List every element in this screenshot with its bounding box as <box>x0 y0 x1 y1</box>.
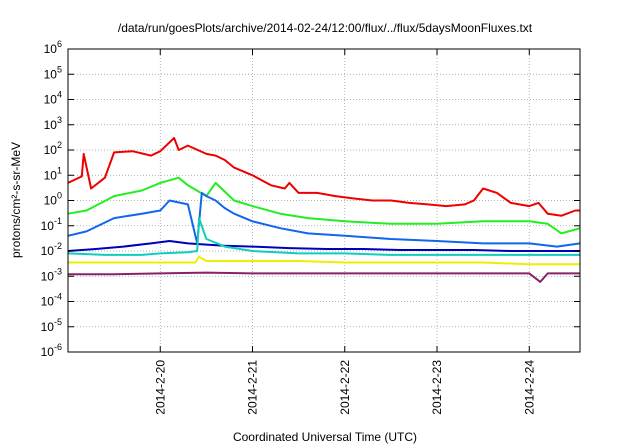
chart-title: /data/run/goesPlots/archive/2014-02-24/1… <box>118 21 533 35</box>
series-line-3 <box>67 191 581 248</box>
x-tick-label: 2014-2-20 <box>153 360 167 415</box>
grid-lines <box>68 49 580 352</box>
y-tick-label: 105 <box>44 64 62 81</box>
y-tick-label: 10-5 <box>41 317 62 334</box>
y-ticks: 10-6 10-5 10-4 10-3 10-2 10-1 100 101 102 103 104 1… <box>41 39 580 359</box>
y-tick-label: 10-1 <box>41 216 62 233</box>
x-tick-label: 2014-2-24 <box>522 360 536 415</box>
series-line-5 <box>67 217 580 256</box>
y-tick-label: 101 <box>44 165 62 182</box>
y-tick-label: 106 <box>44 39 62 56</box>
series-line-1 <box>67 137 580 217</box>
y-tick-label: 102 <box>44 140 62 157</box>
y-tick-label: 10-2 <box>41 241 62 258</box>
y-tick-label: 104 <box>44 90 62 107</box>
series-line-4 <box>67 240 580 252</box>
x-tick-label: 2014-2-23 <box>430 360 444 415</box>
x-ticks: 2014-2-20 2014-2-21 2014-2-22 2014-2-23 2014… <box>153 49 536 415</box>
series-line-7 <box>68 271 580 283</box>
x-tick-label: 2014-2-22 <box>338 360 352 415</box>
y-axis-label: protons/cm²-s-sr-MeV <box>9 142 23 258</box>
y-tick-label: 103 <box>44 115 62 132</box>
y-tick-label: 10-6 <box>41 342 62 359</box>
series-line-2 <box>67 176 581 235</box>
y-tick-label: 100 <box>44 191 62 208</box>
x-tick-label: 2014-2-21 <box>246 360 260 415</box>
series-line-6 <box>68 255 580 266</box>
y-tick-label: 10-4 <box>41 292 62 309</box>
x-axis-label: Coordinated Universal Time (UTC) <box>233 430 417 444</box>
series-group <box>67 137 581 283</box>
y-tick-label: 10-3 <box>41 266 62 283</box>
